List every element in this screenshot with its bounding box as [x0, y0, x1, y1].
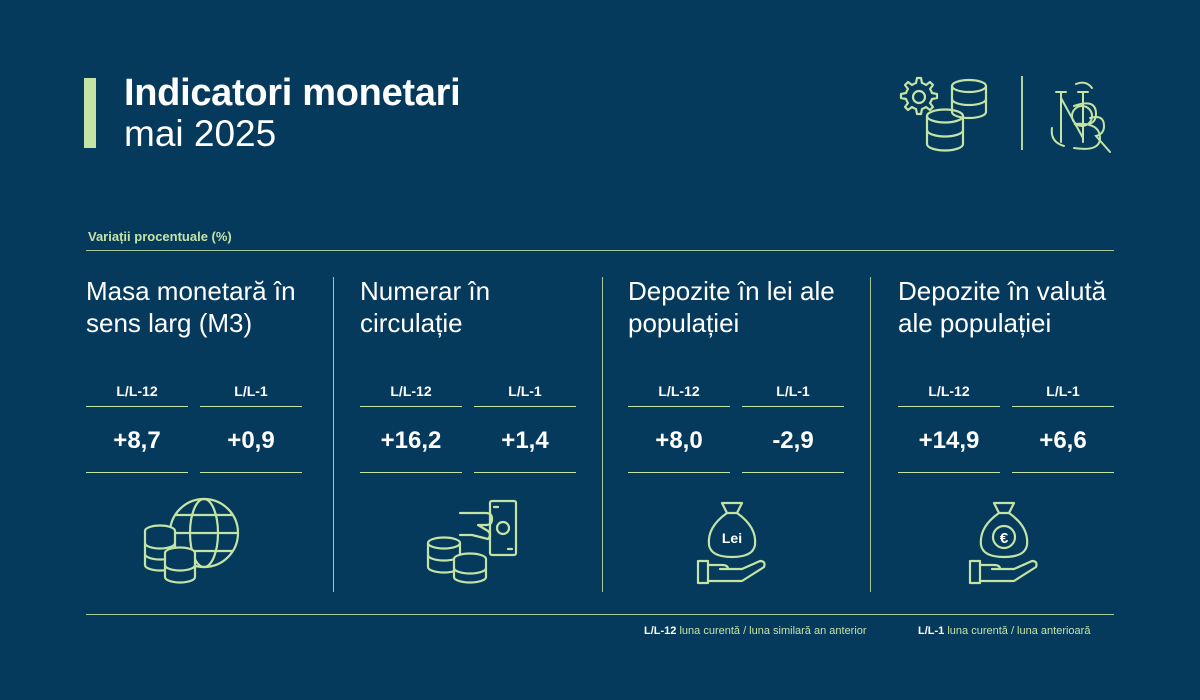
mom-value: +6,6 — [1039, 427, 1087, 454]
yoy-value: +14,9 — [918, 427, 980, 454]
value-rule — [360, 472, 462, 473]
label-rule — [474, 406, 576, 407]
label-rule — [200, 406, 302, 407]
value-rule — [200, 472, 302, 473]
value-rule — [628, 472, 730, 473]
value-rule — [86, 472, 188, 473]
coins-banknote-hand-icon — [426, 499, 518, 584]
label-rule — [742, 406, 844, 407]
indicator-card-fx-deposits: Depozite în valută ale populației L/L-12… — [898, 275, 1128, 595]
variation-caption: Variații procentuale (%) — [88, 229, 232, 244]
indicator-card-cash: Numerar în circulație L/L-12 L/L-1 +16,2… — [360, 275, 590, 595]
column-divider — [333, 277, 334, 592]
value-rule — [474, 472, 576, 473]
column-divider — [870, 277, 871, 592]
mom-value: +1,4 — [501, 427, 549, 454]
bag-label: € — [1000, 530, 1009, 547]
column-divider — [602, 277, 603, 592]
legend-text: luna curentă / luna similară an anterior — [679, 625, 867, 637]
indicator-card-lei-deposits: Depozite în lei ale populației L/L-12 L/… — [628, 275, 858, 595]
logo-divider — [1021, 76, 1023, 150]
yoy-label: L/L-12 — [928, 383, 970, 399]
label-rule — [898, 406, 1000, 407]
mom-label: L/L-1 — [1046, 383, 1080, 399]
yoy-label: L/L-12 — [390, 383, 432, 399]
title-accent-bar — [84, 78, 96, 148]
legend-text: luna curentă / luna anterioară — [947, 625, 1091, 637]
label-rule — [628, 406, 730, 407]
mom-label: L/L-1 — [776, 383, 810, 399]
mom-value: +0,9 — [227, 427, 275, 454]
label-rule — [1012, 406, 1114, 407]
legend-item-yoy: L/L-12 luna curentă / luna similară an a… — [644, 625, 867, 637]
top-rule — [86, 250, 1114, 251]
value-rule — [1012, 472, 1114, 473]
mom-label: L/L-1 — [234, 383, 268, 399]
yoy-value: +16,2 — [380, 427, 442, 454]
yoy-label: L/L-12 — [116, 383, 158, 399]
bag-label: Lei — [722, 530, 742, 546]
money-bag-lei-hand-icon: Lei — [696, 501, 766, 585]
money-bag-euro-hand-icon: € — [968, 501, 1038, 585]
mom-value: -2,9 — [772, 427, 814, 454]
yoy-value: +8,0 — [655, 427, 703, 454]
legend-item-mom: L/L-1 luna curentă / luna anterioară — [918, 625, 1090, 637]
value-rule — [742, 472, 844, 473]
indicator-card-m3: Masa monetară în sens larg (M3) L/L-12 L… — [86, 275, 316, 595]
yoy-label: L/L-12 — [658, 383, 700, 399]
bnr-monogram-logo — [1050, 81, 1111, 153]
indicator-title: Depozite în lei ale populației — [628, 276, 835, 338]
indicator-title: Depozite în valută ale populației — [898, 276, 1107, 338]
legend-key: L/L-1 — [918, 625, 945, 637]
mom-label: L/L-1 — [508, 383, 542, 399]
legend-key: L/L-12 — [644, 625, 677, 637]
gears-coins-icon — [899, 76, 988, 152]
bottom-rule — [86, 614, 1114, 615]
indicator-title: Masa monetară în sens larg (M3) — [86, 276, 296, 338]
coins-globe-icon — [143, 497, 240, 584]
value-rule — [898, 472, 1000, 473]
page-title: Indicatori monetari — [124, 72, 461, 114]
page-subtitle: mai 2025 — [124, 113, 277, 154]
label-rule — [360, 406, 462, 407]
yoy-value: +8,7 — [113, 427, 161, 454]
label-rule — [86, 406, 188, 407]
indicator-title: Numerar în circulație — [360, 276, 491, 338]
